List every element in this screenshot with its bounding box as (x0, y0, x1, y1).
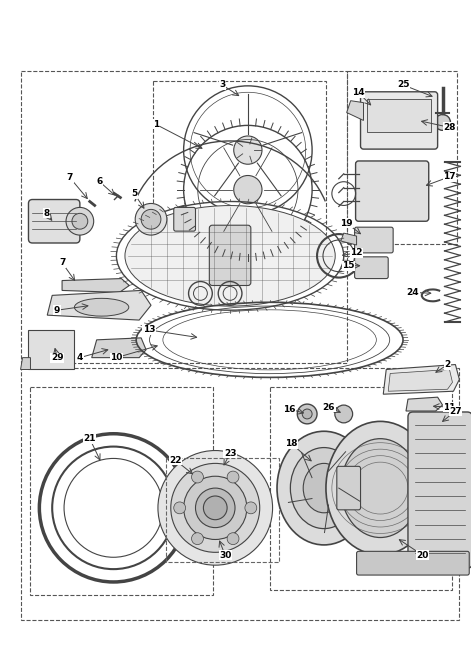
Circle shape (435, 114, 450, 130)
Text: 26: 26 (323, 403, 335, 411)
Text: 21: 21 (83, 434, 96, 443)
Text: 20: 20 (417, 551, 429, 560)
Polygon shape (47, 290, 151, 320)
FancyBboxPatch shape (355, 257, 388, 279)
Text: 3: 3 (219, 80, 225, 90)
Text: 23: 23 (224, 449, 237, 458)
Polygon shape (92, 338, 146, 358)
FancyBboxPatch shape (28, 330, 74, 368)
Circle shape (72, 213, 88, 229)
FancyBboxPatch shape (210, 225, 251, 286)
Text: 24: 24 (407, 288, 419, 297)
Circle shape (245, 502, 257, 514)
Ellipse shape (341, 439, 420, 538)
FancyBboxPatch shape (361, 92, 438, 149)
Polygon shape (383, 364, 459, 394)
Ellipse shape (277, 431, 371, 545)
Text: 27: 27 (449, 407, 462, 415)
Polygon shape (62, 279, 129, 292)
Text: 1: 1 (153, 120, 159, 129)
Circle shape (203, 496, 227, 520)
Circle shape (191, 533, 203, 545)
Circle shape (174, 502, 186, 514)
Text: 30: 30 (219, 551, 231, 560)
Circle shape (158, 451, 273, 565)
FancyBboxPatch shape (28, 199, 80, 243)
Circle shape (141, 209, 161, 229)
Ellipse shape (74, 298, 129, 316)
Circle shape (227, 471, 239, 483)
Ellipse shape (326, 421, 435, 555)
Text: 12: 12 (350, 249, 363, 258)
FancyBboxPatch shape (337, 466, 361, 510)
Circle shape (297, 404, 317, 424)
Polygon shape (388, 370, 453, 391)
Circle shape (227, 533, 239, 545)
FancyBboxPatch shape (235, 227, 261, 259)
Circle shape (335, 405, 353, 423)
Circle shape (234, 136, 262, 164)
Text: 19: 19 (340, 218, 353, 228)
Text: 2: 2 (445, 360, 451, 369)
Text: 4: 4 (77, 353, 83, 362)
Circle shape (191, 471, 203, 483)
Text: 28: 28 (443, 123, 456, 132)
Text: 9: 9 (54, 305, 60, 315)
Ellipse shape (125, 205, 335, 306)
Ellipse shape (303, 464, 345, 513)
FancyBboxPatch shape (408, 412, 472, 568)
FancyBboxPatch shape (174, 207, 195, 231)
Text: 13: 13 (143, 326, 155, 334)
Polygon shape (346, 101, 364, 120)
Text: 17: 17 (443, 172, 456, 181)
Ellipse shape (135, 203, 167, 235)
Text: 16: 16 (283, 405, 296, 413)
Circle shape (195, 488, 235, 528)
Text: 6: 6 (97, 177, 103, 186)
Text: 18: 18 (285, 439, 298, 448)
Text: 8: 8 (43, 209, 49, 218)
Circle shape (66, 207, 94, 235)
FancyBboxPatch shape (356, 551, 469, 575)
FancyBboxPatch shape (356, 161, 428, 221)
Polygon shape (20, 358, 30, 370)
Text: 29: 29 (51, 353, 64, 362)
Text: 22: 22 (170, 456, 182, 465)
Circle shape (183, 476, 247, 540)
Polygon shape (341, 233, 356, 245)
Text: 5: 5 (131, 189, 137, 198)
Text: 11: 11 (443, 403, 456, 411)
Circle shape (171, 464, 260, 553)
FancyBboxPatch shape (355, 227, 393, 253)
FancyBboxPatch shape (367, 99, 431, 132)
Polygon shape (406, 397, 443, 411)
Text: 7: 7 (59, 258, 65, 267)
Text: 10: 10 (110, 353, 123, 362)
Text: 15: 15 (342, 261, 355, 270)
Text: 25: 25 (397, 80, 409, 90)
Text: 14: 14 (352, 88, 365, 97)
Circle shape (302, 409, 312, 419)
Circle shape (234, 175, 262, 204)
Ellipse shape (291, 447, 357, 528)
Text: 7: 7 (67, 173, 73, 182)
